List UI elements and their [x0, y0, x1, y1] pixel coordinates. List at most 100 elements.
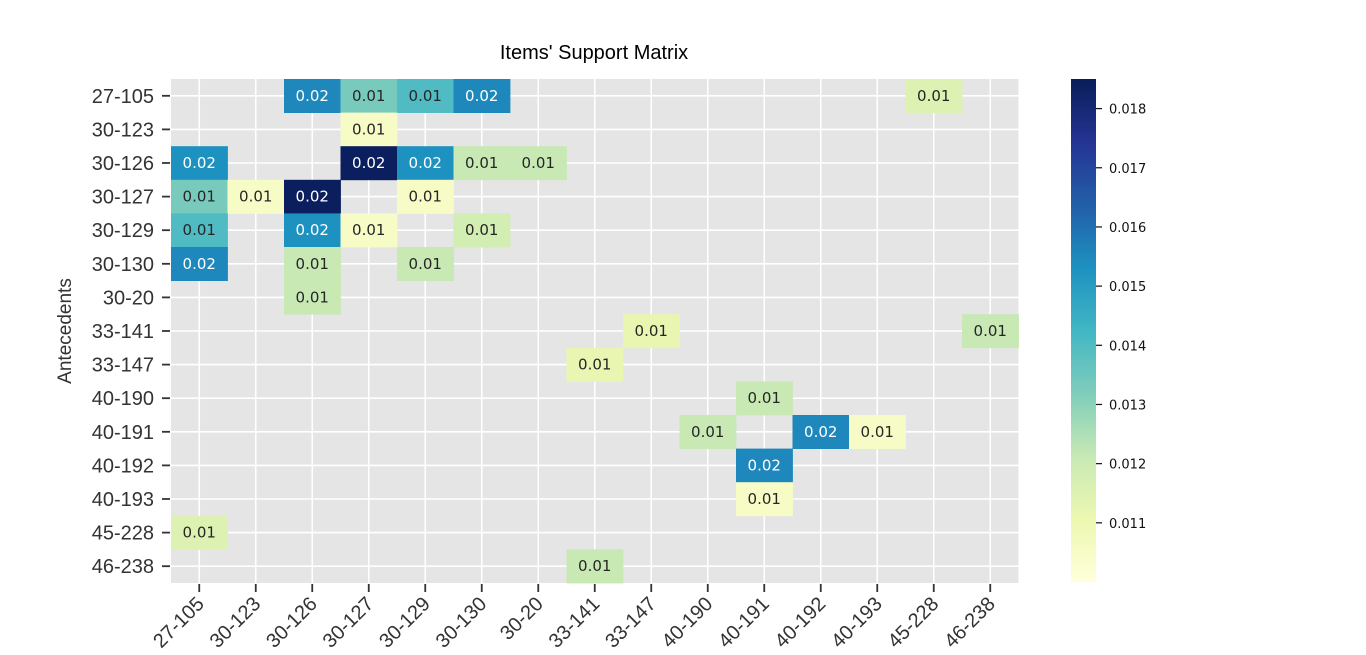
colorbar-tick-label: 0.016 — [1109, 221, 1146, 236]
cell-value-label: 0.02 — [352, 154, 385, 172]
cell-value-label: 0.01 — [748, 389, 781, 407]
colorbar-tick-label: 0.017 — [1109, 162, 1146, 177]
cell-value-label: 0.01 — [409, 87, 442, 105]
heatmap-cell — [397, 247, 454, 281]
heatmap-cell — [340, 146, 398, 181]
heatmap-cell — [397, 179, 454, 214]
heatmap-cell — [340, 213, 398, 248]
cell-value-label: 0.01 — [578, 356, 611, 374]
cell-value-label: 0.02 — [183, 154, 216, 172]
y-tick-label: 45-228 — [92, 523, 154, 545]
cell-value-label: 0.01 — [409, 188, 442, 206]
heatmap-cell — [171, 247, 228, 281]
y-tick-label: 30-126 — [92, 153, 154, 175]
heatmap-cell — [227, 179, 285, 214]
heatmap-cell — [340, 79, 398, 113]
heatmap-cell — [284, 280, 341, 315]
heatmap-cell — [566, 347, 624, 382]
colorbar-tick-label: 0.015 — [1109, 280, 1146, 295]
heatmap-cell — [736, 448, 793, 483]
y-tick-label: 40-192 — [92, 455, 154, 477]
colorbar-gradient — [1071, 79, 1096, 582]
heatmap-cell — [171, 179, 228, 214]
heatmap-cell — [453, 79, 511, 113]
cell-value-label: 0.01 — [465, 221, 498, 239]
y-tick-label: 30-127 — [92, 187, 154, 209]
cell-value-label: 0.02 — [748, 456, 781, 474]
colorbar-tick-label: 0.014 — [1109, 339, 1146, 354]
heatmap-cell — [284, 179, 341, 214]
y-tick-label: 40-191 — [92, 422, 154, 444]
y-tick-label: 40-193 — [92, 489, 154, 511]
cell-value-label: 0.02 — [409, 154, 442, 172]
cell-value-label: 0.02 — [465, 87, 498, 105]
cell-value-label: 0.02 — [296, 87, 329, 105]
x-tick-label: 46-238 — [940, 593, 1000, 653]
chart-title: Items' Support Matrix — [500, 42, 688, 64]
heatmap-cell — [397, 146, 454, 181]
heatmap-cell — [171, 146, 228, 181]
cell-value-label: 0.01 — [409, 255, 442, 273]
heatmap-cell — [792, 415, 850, 449]
heatmap-cell — [736, 482, 793, 517]
heatmap-cell — [679, 415, 737, 449]
heatmap-cell — [453, 146, 511, 181]
x-tick-label: 30-127 — [319, 593, 379, 653]
y-axis-label: Antecedents — [55, 278, 76, 384]
cell-value-label: 0.01 — [296, 288, 329, 306]
heatmap-cell — [397, 79, 454, 113]
colorbar-tick-label: 0.018 — [1109, 103, 1146, 118]
cell-value-label: 0.01 — [917, 87, 950, 105]
heatmap-cell — [284, 213, 341, 248]
x-tick-label: 45-228 — [884, 593, 944, 653]
cell-value-label: 0.01 — [183, 221, 216, 239]
x-tick-label: 30-126 — [262, 593, 322, 653]
x-tick-label: 33-141 — [545, 593, 605, 653]
heatmap-cell — [171, 213, 228, 248]
heatmap-cell — [566, 549, 624, 584]
heatmap-cell — [736, 381, 793, 416]
x-tick-label: 40-190 — [658, 593, 718, 653]
heatmap-cell — [962, 314, 1019, 349]
cell-value-label: 0.01 — [974, 322, 1007, 340]
y-tick-label: 30-20 — [103, 287, 154, 309]
cell-value-label: 0.01 — [635, 322, 668, 340]
heatmap-cell — [171, 515, 228, 550]
cell-value-label: 0.01 — [578, 557, 611, 575]
x-tick-label: 30-129 — [375, 593, 435, 653]
cell-value-label: 0.02 — [804, 423, 837, 441]
y-tick-label: 27-105 — [92, 86, 154, 108]
cell-value-label: 0.01 — [465, 154, 498, 172]
y-tick-label: 30-123 — [92, 119, 154, 141]
colorbar-tick-label: 0.012 — [1109, 458, 1146, 473]
cell-value-label: 0.01 — [522, 154, 555, 172]
y-tick-label: 46-238 — [92, 556, 154, 578]
colorbar: 0.011 0.012 0.013 0.014 0.015 0.016 0.017 0.018 — [1071, 79, 1146, 582]
x-tick-label: 27-105 — [149, 593, 209, 653]
cell-value-label: 0.01 — [296, 255, 329, 273]
heatmap-cell — [905, 79, 963, 113]
heatmap-cell — [284, 79, 341, 113]
cell-value-label: 0.02 — [296, 221, 329, 239]
y-tick-label: 33-141 — [92, 321, 154, 343]
cell-value-label: 0.01 — [239, 188, 272, 206]
cell-value-label: 0.01 — [691, 423, 724, 441]
x-tick-label: 40-193 — [827, 593, 887, 653]
heatmap-cell — [510, 146, 567, 181]
cell-value-label: 0.01 — [183, 524, 216, 542]
cell-value-label: 0.01 — [352, 120, 385, 138]
y-tick-label: 40-190 — [92, 388, 154, 410]
cell-value-label: 0.01 — [183, 188, 216, 206]
cell-value-label: 0.01 — [748, 490, 781, 508]
y-tick-label: 33-147 — [92, 355, 154, 377]
x-tick-label: 33-147 — [601, 593, 661, 653]
cell-value-label: 0.01 — [352, 87, 385, 105]
x-tick-label: 40-192 — [771, 593, 831, 653]
x-tick-label: 40-191 — [714, 593, 774, 653]
heatmap-cell — [453, 213, 511, 248]
x-tick-label: 30-123 — [206, 593, 266, 653]
colorbar-tick-label: 0.013 — [1109, 398, 1146, 413]
cell-value-label: 0.02 — [296, 188, 329, 206]
cell-value-label: 0.01 — [861, 423, 894, 441]
